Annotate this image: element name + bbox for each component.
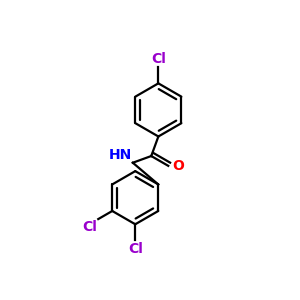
- Text: HN: HN: [108, 148, 132, 162]
- Text: Cl: Cl: [151, 52, 166, 66]
- Text: Cl: Cl: [82, 220, 97, 234]
- Text: Cl: Cl: [128, 242, 143, 256]
- Text: O: O: [172, 159, 184, 173]
